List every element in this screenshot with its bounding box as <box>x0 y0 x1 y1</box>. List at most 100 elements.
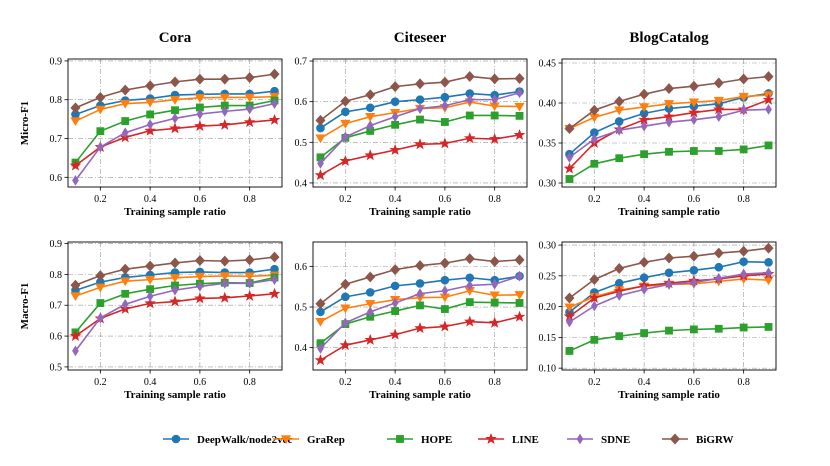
x-tick-label: 0.6 <box>194 194 207 205</box>
y-tick-label: 0.4 <box>295 343 308 354</box>
y-axis-label: Micro-F1 <box>19 101 31 145</box>
series-bigrw <box>315 71 525 126</box>
data-point <box>221 105 229 117</box>
axes-frame <box>67 241 283 371</box>
legend-label: SDNE <box>601 434 630 446</box>
data-point <box>738 73 749 85</box>
y-tick-label: 0.6 <box>50 332 63 343</box>
data-point <box>688 80 699 92</box>
data-point <box>739 145 748 154</box>
data-point <box>516 87 523 99</box>
data-point <box>315 134 326 144</box>
data-point <box>615 124 623 136</box>
data-point <box>566 316 573 328</box>
data-point <box>665 326 673 335</box>
data-point <box>169 122 181 134</box>
x-tick-label: 0.2 <box>588 194 601 205</box>
data-point <box>464 315 476 327</box>
data-point <box>689 325 698 334</box>
data-point <box>439 257 450 269</box>
data-point <box>171 284 179 296</box>
data-point <box>271 98 278 109</box>
data-point <box>415 95 425 104</box>
data-point <box>95 283 106 293</box>
data-point <box>243 289 256 301</box>
data-point <box>194 73 205 85</box>
data-point <box>269 251 280 263</box>
data-point <box>268 113 281 125</box>
data-point <box>764 323 773 331</box>
series-hope <box>565 141 773 183</box>
legend-marker <box>485 432 497 444</box>
data-point <box>763 71 774 83</box>
x-tick-label: 0.8 <box>737 377 750 388</box>
data-point <box>490 298 499 307</box>
data-point <box>515 111 524 120</box>
x-tick-label: 0.6 <box>439 194 452 205</box>
data-point <box>169 274 181 283</box>
data-point <box>95 91 106 103</box>
data-point <box>566 152 573 163</box>
data-point <box>414 78 426 90</box>
data-point <box>95 270 106 282</box>
data-point <box>194 292 206 304</box>
data-point <box>689 266 699 275</box>
legend-label: HOPE <box>421 434 452 446</box>
data-point <box>415 279 425 288</box>
data-point <box>146 290 154 302</box>
axes-frame <box>561 58 777 188</box>
data-point <box>416 288 424 299</box>
x-tick-label: 0.8 <box>243 194 256 205</box>
data-point <box>72 175 79 186</box>
data-point <box>315 317 326 327</box>
data-point <box>738 245 749 257</box>
panel-title: Cora <box>159 30 192 46</box>
legend-marker <box>576 433 584 445</box>
data-point <box>341 131 349 143</box>
axes-frame <box>67 58 283 188</box>
data-point <box>513 128 526 140</box>
data-point <box>615 290 623 301</box>
data-point <box>590 335 599 344</box>
data-point <box>440 275 450 285</box>
legend: DeepWalk/node2vec GraRep HOPE LINE SDNE BiGRW <box>163 432 734 446</box>
data-point <box>366 306 374 318</box>
data-point <box>96 127 105 136</box>
data-point <box>464 132 476 144</box>
data-point <box>614 95 625 107</box>
data-point <box>688 98 700 108</box>
data-point <box>120 277 131 287</box>
data-point <box>70 279 81 291</box>
data-point <box>121 298 129 310</box>
data-point <box>365 89 376 101</box>
legend-label: LINE <box>512 434 539 446</box>
x-tick-label: 0.8 <box>737 194 750 205</box>
data-point <box>315 298 326 310</box>
data-point <box>194 255 205 266</box>
data-point <box>144 98 156 108</box>
data-point <box>171 112 179 124</box>
data-point <box>169 76 181 88</box>
data-point <box>146 110 155 119</box>
data-point <box>96 141 104 153</box>
data-point <box>466 280 474 291</box>
panel-4: 0.2 0.4 0.6 0.8 0.5 0.6 0.7 0.8 0.9 Training samp… <box>19 239 283 401</box>
series-bigrw <box>315 253 525 310</box>
x-tick-label: 0.2 <box>94 194 107 205</box>
data-point <box>391 120 400 129</box>
data-point <box>689 147 698 155</box>
data-point <box>514 291 525 300</box>
series-hope <box>565 323 773 355</box>
data-point <box>491 278 499 290</box>
data-point <box>663 83 675 95</box>
data-point <box>243 116 256 128</box>
axes-frame <box>312 241 528 371</box>
y-tick-label: 0.15 <box>539 333 557 344</box>
data-point <box>764 258 773 267</box>
data-point <box>365 271 376 283</box>
x-tick-label: 0.4 <box>144 377 157 388</box>
x-tick-label: 0.8 <box>488 194 501 205</box>
data-point <box>663 252 675 264</box>
data-point <box>762 93 775 105</box>
